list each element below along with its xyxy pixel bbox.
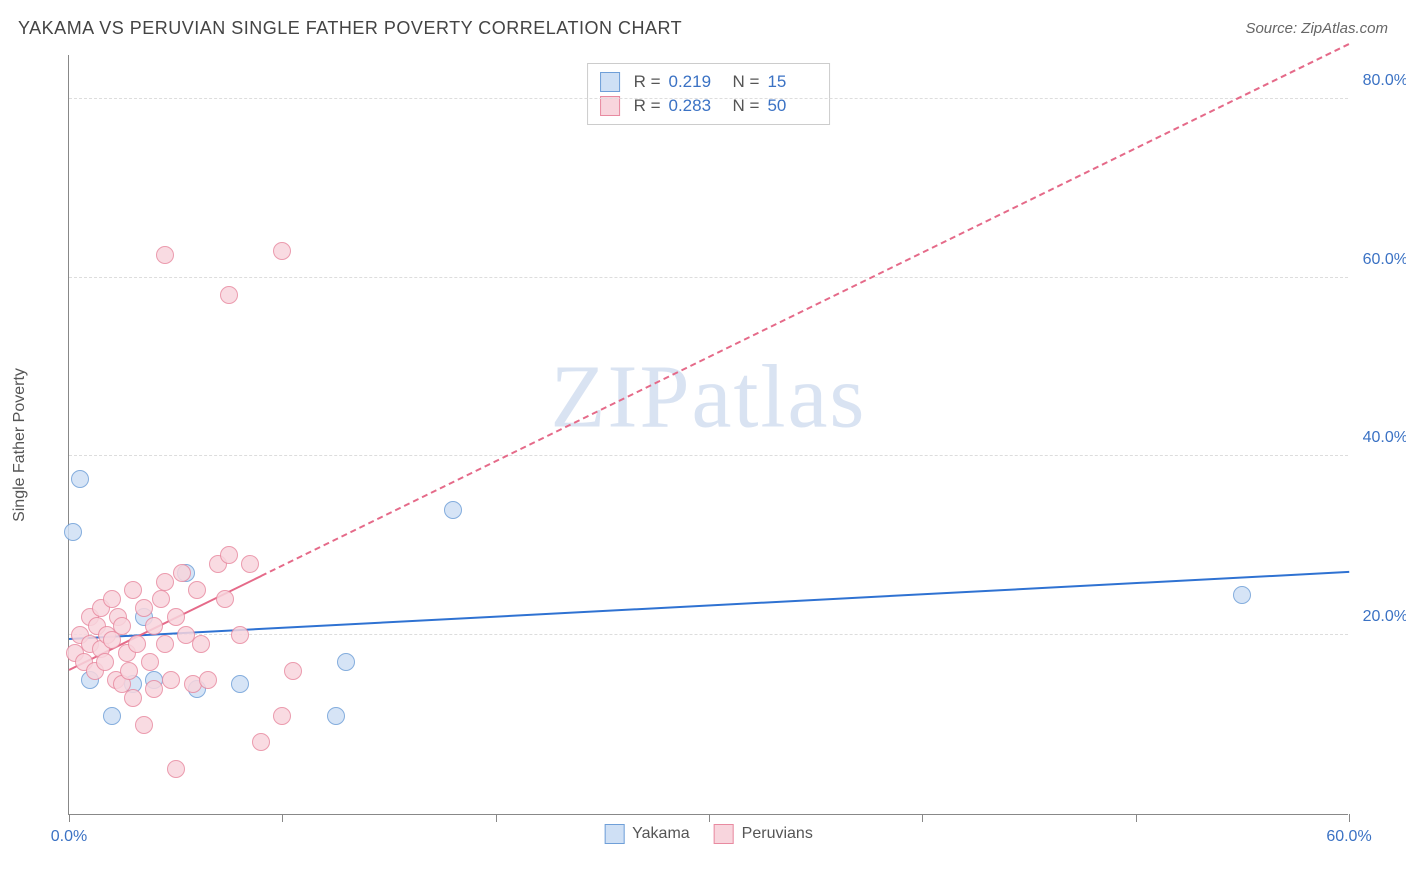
plot-area: ZIPatlas R =0.219N =15R =0.283N =50 Yaka…	[68, 55, 1348, 815]
data-point	[156, 246, 174, 264]
data-point	[120, 662, 138, 680]
x-tick	[922, 814, 923, 822]
data-point	[284, 662, 302, 680]
legend-row: R = 0.219 N = 15	[600, 70, 818, 94]
legend-n-label: N =	[733, 96, 760, 116]
data-point	[220, 546, 238, 564]
legend-n-value: 15	[767, 72, 817, 92]
data-point	[145, 617, 163, 635]
gridline	[69, 277, 1348, 278]
x-tick	[1349, 814, 1350, 822]
x-tick	[1136, 814, 1137, 822]
x-tick	[709, 814, 710, 822]
data-point	[444, 501, 462, 519]
data-point	[64, 523, 82, 541]
source-attribution: Source: ZipAtlas.com	[1245, 20, 1388, 37]
data-point	[188, 581, 206, 599]
data-point	[145, 680, 163, 698]
x-tick	[496, 814, 497, 822]
data-point	[162, 671, 180, 689]
data-point	[113, 617, 131, 635]
data-point	[273, 707, 291, 725]
trend-line	[69, 571, 1349, 640]
legend-series-name: Yakama	[632, 825, 690, 843]
legend-n-value: 50	[767, 96, 817, 116]
data-point	[216, 590, 234, 608]
y-tick-label: 80.0%	[1363, 72, 1406, 90]
y-tick-label: 20.0%	[1363, 608, 1406, 626]
legend-n-label: N =	[733, 72, 760, 92]
data-point	[124, 689, 142, 707]
data-point	[103, 590, 121, 608]
data-point	[156, 573, 174, 591]
legend-swatch	[600, 96, 620, 116]
legend-swatch	[604, 824, 624, 844]
data-point	[135, 599, 153, 617]
legend-swatch	[714, 824, 734, 844]
data-point	[135, 716, 153, 734]
data-point	[71, 470, 89, 488]
x-tick	[282, 814, 283, 822]
data-point	[152, 590, 170, 608]
data-point	[156, 635, 174, 653]
data-point	[167, 608, 185, 626]
watermark: ZIPatlas	[551, 345, 867, 448]
data-point	[1233, 586, 1251, 604]
data-point	[252, 733, 270, 751]
legend-r-value: 0.283	[669, 96, 719, 116]
gridline	[69, 455, 1348, 456]
correlation-legend: R = 0.219 N = 15 R = 0.283 N = 50	[587, 63, 831, 125]
legend-r-value: 0.219	[669, 72, 719, 92]
legend-r-label: R =	[634, 96, 661, 116]
gridline	[69, 98, 1348, 99]
data-point	[273, 242, 291, 260]
data-point	[327, 707, 345, 725]
data-point	[173, 564, 191, 582]
data-point	[192, 635, 210, 653]
data-point	[124, 581, 142, 599]
legend-swatch	[600, 72, 620, 92]
data-point	[220, 286, 238, 304]
series-legend: Yakama Peruvians	[604, 824, 813, 844]
y-tick-label: 40.0%	[1363, 429, 1406, 447]
data-point	[241, 555, 259, 573]
x-tick-label: 60.0%	[1326, 828, 1371, 846]
data-point	[231, 675, 249, 693]
data-point	[337, 653, 355, 671]
legend-item: Peruvians	[714, 824, 813, 844]
y-tick-label: 60.0%	[1363, 251, 1406, 269]
data-point	[167, 760, 185, 778]
x-tick-label: 0.0%	[51, 828, 87, 846]
data-point	[199, 671, 217, 689]
legend-series-name: Peruvians	[742, 825, 813, 843]
data-point	[141, 653, 159, 671]
legend-r-label: R =	[634, 72, 661, 92]
data-point	[128, 635, 146, 653]
y-axis-label: Single Father Poverty	[11, 368, 29, 522]
data-point	[231, 626, 249, 644]
gridline	[69, 634, 1348, 635]
data-point	[103, 707, 121, 725]
chart-title: YAKAMA VS PERUVIAN SINGLE FATHER POVERTY…	[18, 18, 682, 39]
data-point	[96, 653, 114, 671]
legend-item: Yakama	[604, 824, 690, 844]
chart-container: Single Father Poverty ZIPatlas R =0.219N…	[50, 55, 1370, 835]
x-tick	[69, 814, 70, 822]
